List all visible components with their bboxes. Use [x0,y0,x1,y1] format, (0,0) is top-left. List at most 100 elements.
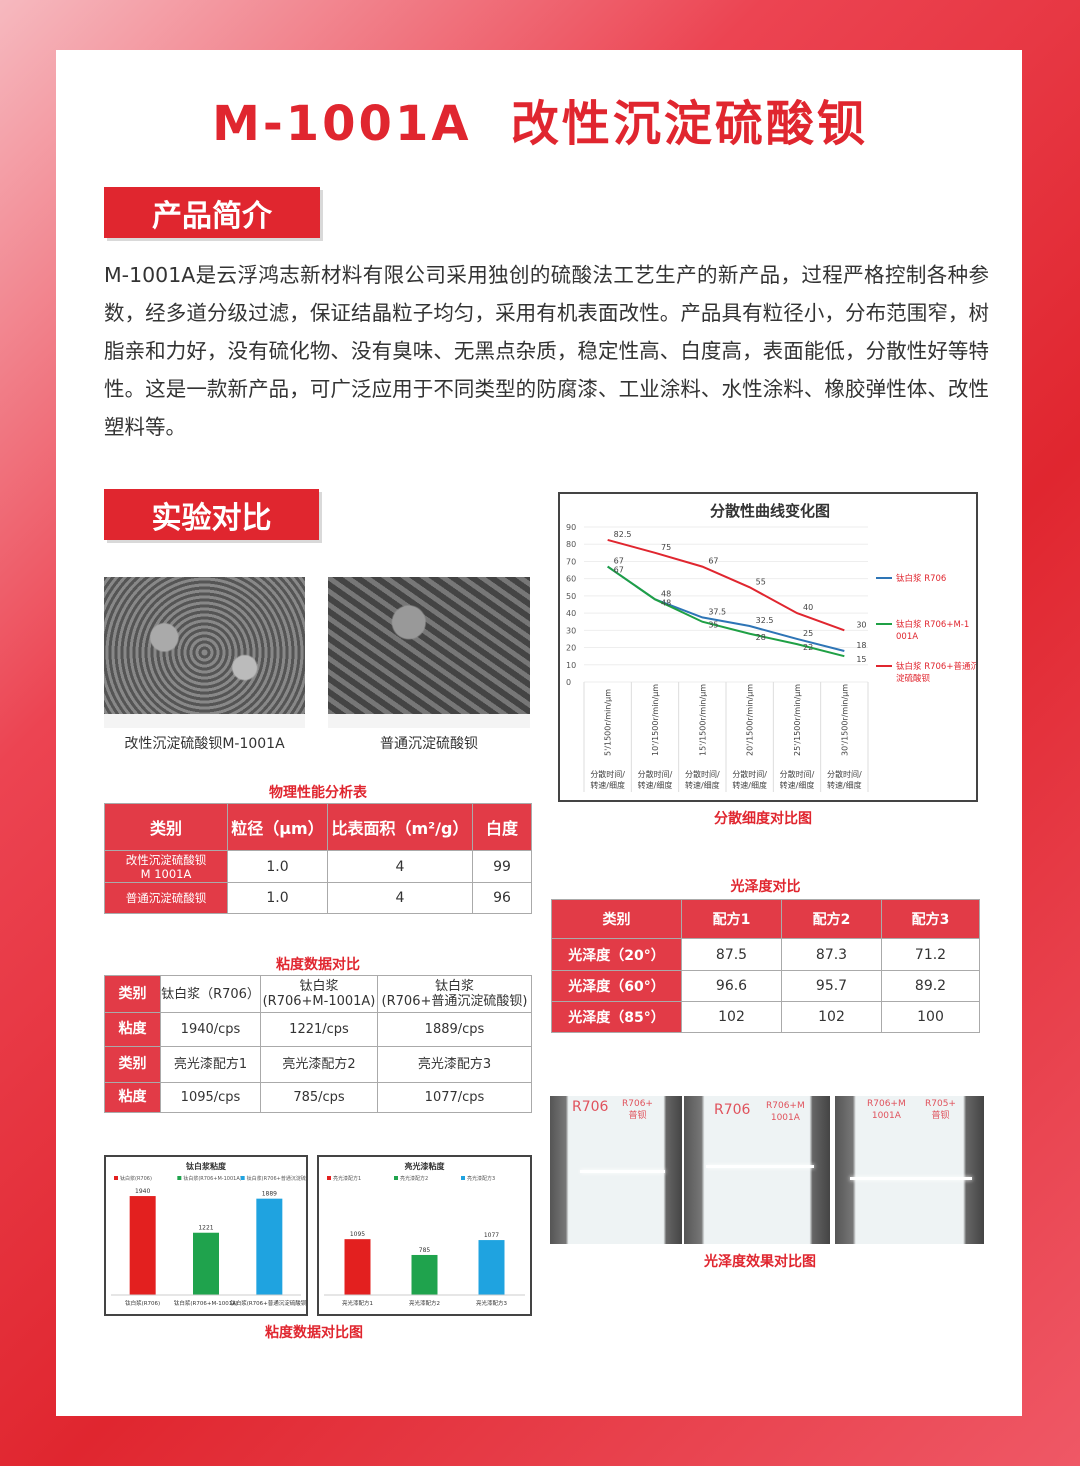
data-label: 1889 [262,1191,277,1198]
x-tick-label: 钛白浆(R706) [125,1299,160,1307]
cell: 71.2 [881,938,980,971]
x-tick-sublabel: 转速/细度 [780,780,815,790]
bar [478,1240,505,1295]
gloss-photo-caption: 光泽度效果对比图 [704,1254,816,1270]
cell: 96 [472,882,532,914]
data-label: 35 [708,621,718,630]
data-label: 48 [661,589,671,598]
cell: 1.0 [227,882,328,914]
data-label: 1221 [198,1225,213,1232]
legend-swatch [240,1176,245,1180]
y-tick-label: 70 [566,557,576,566]
gloss-table-title: 光泽度对比 [730,879,801,895]
cell: 100 [881,1001,980,1033]
legend-label: 钛白浆(R706) [120,1175,152,1182]
data-label: 22 [803,643,813,652]
row-label: 类别 [104,1046,161,1083]
x-tick-sublabel: 分散时间/ [638,769,673,779]
header-cell: 类别 [551,899,682,939]
legend-label: 亮光漆配方1 [333,1175,361,1182]
data-label: 1095 [350,1231,365,1238]
legend-swatch [461,1176,465,1180]
table-row: 粘度 1940/cps 1221/cps 1889/cps [104,1012,532,1047]
header-cell: 配方2 [781,899,882,939]
legend-label: 001A [896,632,918,642]
data-label: 37.5 [708,607,726,616]
legend-label: 亮光漆配方3 [467,1175,495,1182]
header-cell: 配方3 [881,899,980,939]
gloss-photo: R706 R706+ 普钡 [550,1096,682,1244]
cell: 1221/cps [260,1012,378,1047]
cell: 钛白浆（R706） [160,975,261,1013]
x-tick-sublabel: 转速/细度 [685,780,720,790]
header-cell: 粒径（μm） [227,803,328,851]
y-tick-label: 90 [566,523,576,532]
chart-titanium-viscosity: 钛白浆粘度 1940 钛白浆(R706) 钛白浆(R706) 1221 钛白浆(R706+… [104,1155,318,1316]
row-label: 粘度 [104,1082,161,1113]
bar [193,1232,219,1295]
cell: 亮光漆配方2 [260,1046,378,1083]
photo-label: R705+ 普钡 [925,1099,956,1121]
viscosity-table: 类别 钛白浆（R706） 钛白浆 (R706+M-1001A) 钛白浆 (R706+普… [104,975,532,1113]
viscosity-table-title: 粘度数据对比 [276,957,360,973]
x-tick-sublabel: 转速/细度 [590,780,625,790]
cell: 4 [327,882,473,914]
y-tick-label: 60 [566,575,576,584]
legend-swatch [177,1176,182,1180]
row-label: 光泽度（20°） [551,938,682,971]
cell: 亮光漆配方1 [160,1046,261,1083]
data-label: 1940 [135,1188,150,1195]
table-row: 类别 亮光漆配方1 亮光漆配方2 亮光漆配方3 [104,1046,532,1083]
series-line-2 [607,538,845,632]
row-label: 光泽度（60°） [551,970,682,1002]
cell: 1077/cps [377,1082,532,1113]
photo-label: R706 [714,1102,751,1118]
cell: 99 [472,850,532,883]
x-tick-sublabel: 分散时间/ [780,769,815,779]
legend-swatch [114,1176,118,1180]
legend-label: 钛白浆 R706+M-1 [896,619,969,630]
legend-swatch [327,1176,331,1180]
data-label: 40 [803,603,813,612]
cell: 亮光漆配方3 [377,1046,532,1083]
data-label: 785 [419,1247,431,1254]
series-line-1 [607,565,845,658]
cell: 89.2 [881,970,980,1002]
y-tick-label: 20 [566,644,576,653]
data-label: 18 [856,641,866,650]
page-title: M-1001A 改性沉淀硫酸钡 [212,96,868,152]
section-experiment-heading: 实验对比 [104,489,319,540]
y-tick-label: 50 [566,592,576,601]
section-intro-heading: 产品简介 [104,187,320,238]
header-cell: 类别 [104,803,228,851]
y-tick-label: 80 [566,540,576,549]
row-label: 类别 [104,975,161,1013]
x-tick-label: 20'/1500r/min/μm [746,684,755,756]
cell: 钛白浆 (R706+M-1001A) [260,975,378,1013]
table-row: 类别 钛白浆（R706） 钛白浆 (R706+M-1001A) 钛白浆 (R706+普… [104,975,532,1013]
data-label: 75 [661,543,671,552]
photo-label: R706 [572,1099,609,1115]
data-label: 82.5 [614,530,632,539]
x-tick-sublabel: 分散时间/ [685,769,720,779]
x-tick-label: 30'/1500r/min/μm [840,684,849,756]
viscosity-chart-caption: 粘度数据对比图 [265,1325,363,1341]
header-cell: 配方1 [681,899,782,939]
cell: 1.0 [227,850,328,883]
x-tick-label: 亮光漆配方2 [409,1299,440,1307]
legend-label: 淀硫酸钡 [896,673,931,684]
cell: 钛白浆 (R706+普通沉淀硫酸钡) [377,975,532,1013]
row-label: 光泽度（85°） [551,1001,682,1033]
chart-gloss-paint-viscosity: 亮光漆粘度 1095 亮光漆配方1 亮光漆配方1 785 亮光漆配方2 亮光漆配方2 1077… [317,1155,532,1316]
legend-label: 钛白浆(R706+M-1001A) [183,1175,241,1182]
x-tick-sublabel: 分散时间/ [590,769,625,779]
bar [411,1254,438,1295]
x-tick-label: 10'/1500r/min/μm [651,684,660,756]
sem-image-ordinary [328,577,530,728]
legend-label: 钛白浆 R706 [896,573,946,584]
intro-text: M-1001A是云浮鸿志新材料有限公司采用独创的硫酸法工艺生产的新产品，过程严格… [104,263,989,439]
x-tick-label: 钛白浆(R706+M-1001A) [174,1299,238,1307]
gloss-photo: R706 R706+M 1001A [684,1096,830,1244]
legend-label: 钛白浆(R706+普通沉淀硫酸钡) [247,1175,306,1182]
cell: 1940/cps [160,1012,261,1047]
